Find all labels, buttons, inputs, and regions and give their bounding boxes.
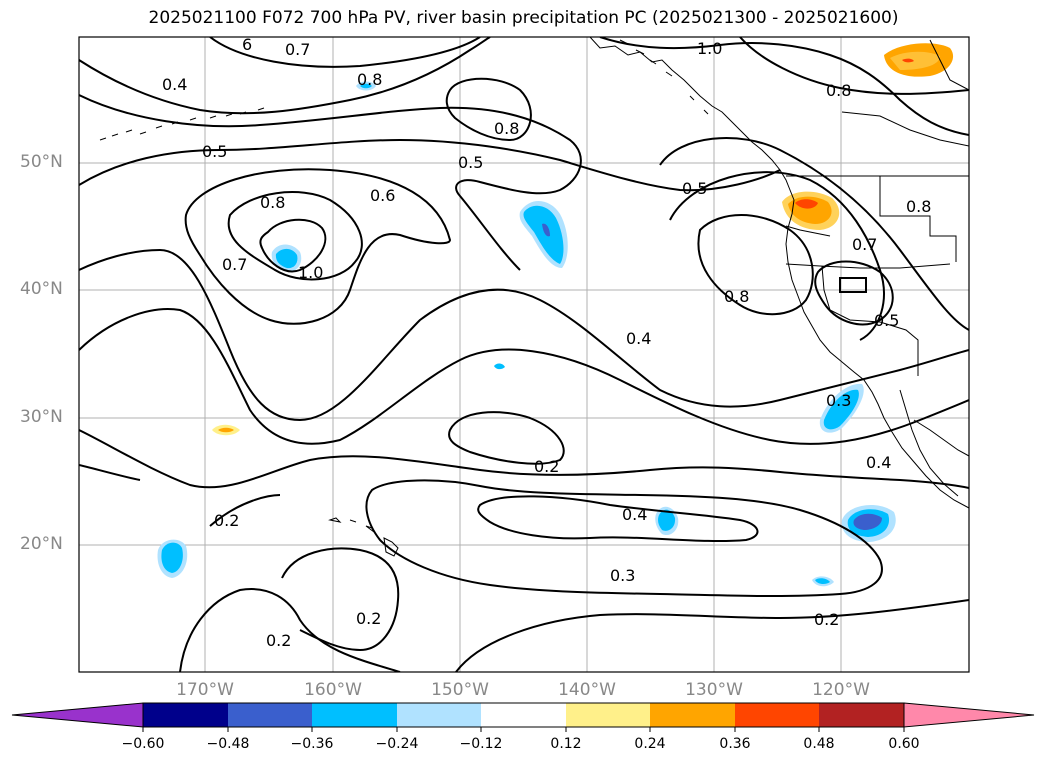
contour-label: 0.5 <box>202 142 227 161</box>
colorbar-bin <box>143 703 228 727</box>
colorbar <box>11 702 1035 732</box>
contour-label: 0.3 <box>826 391 851 410</box>
contour-label: 0.2 <box>266 631 291 650</box>
lat-label-50n: 50°N <box>20 152 63 172</box>
colorbar-tick-label: 0.12 <box>550 736 582 752</box>
colorbar-tick-label: 0.60 <box>888 736 920 752</box>
contour-label: 1.0 <box>697 39 722 58</box>
colorbar-bin <box>566 703 650 727</box>
lon-label-170w: 170°W <box>176 680 234 700</box>
contour-label: 0.5 <box>458 153 483 172</box>
lon-label-150w: 150°W <box>431 680 489 700</box>
colorbar-tick-label: −0.24 <box>375 736 419 752</box>
contour-label: 0.8 <box>826 81 851 100</box>
contour-label: 0.2 <box>814 610 839 629</box>
colorbar-tick-label: −0.12 <box>459 736 503 752</box>
contour-label: 0.8 <box>906 197 931 216</box>
colorbar-bin <box>819 703 904 727</box>
contour-label: 0.5 <box>874 311 899 330</box>
colorbar-bin <box>397 703 481 727</box>
lat-label-30n: 30°N <box>20 407 63 427</box>
colorbar-bin <box>312 703 397 727</box>
contour-label: 0.3 <box>610 566 635 585</box>
colorbar-tick-label: 0.24 <box>634 736 666 752</box>
contour-label: 0.8 <box>724 287 749 306</box>
map-title: 2025021100 F072 700 hPa PV, river basin … <box>148 8 899 28</box>
colorbar-tick-label: −0.36 <box>290 736 334 752</box>
colorbar-tick-label: −0.60 <box>121 736 165 752</box>
colorbar-tick-label: −0.48 <box>206 736 250 752</box>
lon-label-130w: 130°W <box>685 680 743 700</box>
contour-label: 0.2 <box>356 609 381 628</box>
pv-contours <box>79 37 969 672</box>
lat-label-20n: 20°N <box>20 534 63 554</box>
contour-label: 0.7 <box>852 235 877 254</box>
colorbar-bin <box>650 703 735 727</box>
contour-label: 0.8 <box>494 119 519 138</box>
contour-label: 6 <box>242 35 252 54</box>
contour-label: 0.2 <box>214 511 239 530</box>
contour-label: 0.2 <box>534 457 559 476</box>
lon-label-120w: 120°W <box>812 680 870 700</box>
contour-label: 0.4 <box>162 75 187 94</box>
gridlines <box>79 37 969 672</box>
map-area <box>79 37 969 672</box>
lat-label-40n: 40°N <box>20 279 63 299</box>
contour-label: 0.4 <box>626 329 651 348</box>
contour-label: 0.5 <box>682 179 707 198</box>
contour-label: 0.4 <box>622 505 647 524</box>
colorbar-bin <box>735 703 819 727</box>
coastlines <box>99 37 969 557</box>
colorbar-bin <box>228 703 312 727</box>
lon-label-160w: 160°W <box>304 680 362 700</box>
contour-label: 0.4 <box>866 453 891 472</box>
contour-label: 0.7 <box>222 255 247 274</box>
colorbar-tick-label: 0.36 <box>719 736 751 752</box>
contour-label: 0.7 <box>285 40 310 59</box>
contour-label: 0.6 <box>370 186 395 205</box>
colorbar-frame <box>142 702 905 728</box>
lon-label-140w: 140°W <box>558 680 616 700</box>
colorbar-under-arrow <box>11 702 144 728</box>
contour-labels: 0.4 6 0.7 0.8 1.0 0.8 0.8 0.5 0.5 0.5 0.… <box>162 35 931 650</box>
colorbar-bin <box>481 703 566 727</box>
contour-label: 1.0 <box>298 263 323 282</box>
colorbar-tick-label: 0.48 <box>803 736 835 752</box>
contour-label: 0.8 <box>357 70 382 89</box>
contour-label: 0.8 <box>260 193 285 212</box>
colorbar-over-arrow <box>903 702 1035 728</box>
map-frame <box>78 36 970 673</box>
